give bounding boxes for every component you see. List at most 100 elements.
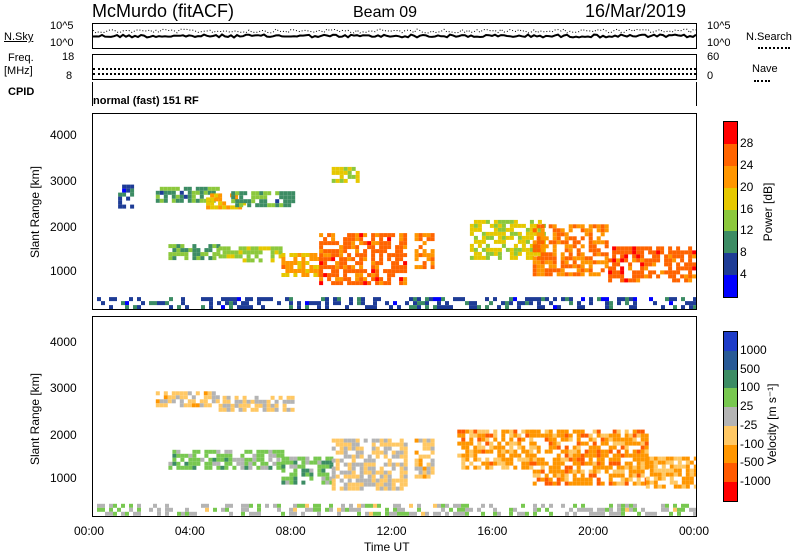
heatmap-cell	[612, 262, 617, 267]
heatmap-cell	[656, 254, 661, 259]
heatmap-cell	[688, 254, 693, 259]
heatmap-cell	[168, 465, 173, 470]
heatmap-cell	[242, 399, 247, 404]
heatmap-cell	[403, 442, 408, 447]
heatmap-cell	[371, 249, 376, 254]
heatmap-cell	[220, 465, 225, 470]
heatmap-cell	[278, 246, 283, 251]
heatmap-cell	[497, 231, 502, 236]
heatmap-cell	[210, 193, 215, 198]
heatmap-cell	[540, 461, 545, 466]
heatmap-cell	[552, 244, 557, 249]
heatmap-cell	[572, 256, 577, 261]
heatmap-cell	[343, 486, 348, 491]
heatmap-cell	[653, 484, 658, 489]
heatmap-cell	[235, 203, 240, 208]
heatmap-cell	[596, 252, 601, 257]
heatmap-cell	[254, 254, 259, 259]
heatmap-cell	[325, 476, 330, 481]
heatmap-cell	[363, 482, 368, 487]
heatmap-cell	[347, 277, 352, 282]
heatmap-cell	[383, 281, 388, 286]
heatmap-cell	[212, 461, 217, 466]
heatmap-cell	[525, 231, 530, 236]
heatmap-cell	[399, 233, 404, 238]
heatmap-cell	[172, 453, 177, 458]
heatmap-cell	[580, 477, 585, 482]
heatmap-cell	[430, 450, 435, 455]
heatmap-cell	[497, 511, 501, 516]
heatmap-cell	[264, 465, 269, 470]
heatmap-cell	[181, 511, 185, 516]
heatmap-cell	[529, 297, 533, 302]
heatmap-cell	[624, 453, 629, 458]
heatmap-cell	[576, 256, 581, 261]
heatmap-cell	[387, 478, 392, 483]
heatmap-cell	[242, 407, 247, 412]
heatmap-cell	[652, 262, 657, 267]
heatmap-cell	[620, 274, 625, 279]
heatmap-cell	[544, 433, 549, 438]
x-tick-label: 20:00	[578, 524, 609, 538]
heatmap-cell	[681, 464, 686, 469]
heatmap-cell	[572, 461, 577, 466]
heatmap-cell	[335, 273, 340, 278]
heatmap-cell	[517, 223, 522, 228]
heatmap-cell	[620, 465, 625, 470]
heatmap-cell	[137, 305, 141, 309]
heatmap-cell	[564, 469, 569, 474]
heatmap-cell	[343, 170, 348, 175]
heatmap-cell	[556, 232, 561, 237]
heatmap-cell	[548, 272, 553, 277]
heatmap-cell	[485, 247, 490, 252]
heatmap-cell	[612, 457, 617, 462]
heatmap-cell	[677, 484, 682, 489]
heatmap-cell	[282, 403, 287, 408]
heatmap-cell	[600, 228, 605, 233]
heatmap-cell	[624, 481, 629, 486]
heatmap-cell	[633, 301, 637, 306]
heatmap-cell	[509, 219, 514, 224]
heatmap-cell	[552, 224, 557, 229]
heatmap-cell	[648, 246, 653, 251]
heatmap-cell	[517, 235, 522, 240]
heatmap-cell	[289, 456, 294, 461]
heatmap-cell	[549, 301, 553, 306]
heatmap-cell	[235, 191, 240, 196]
heatmap-cell	[580, 256, 585, 261]
heatmap-cell	[263, 203, 268, 208]
colorbar-tick-label: 100	[740, 380, 761, 395]
heatmap-cell	[437, 297, 441, 302]
heatmap-cell	[359, 265, 364, 270]
heatmap-cell	[285, 476, 290, 481]
heatmap-cell	[293, 269, 298, 273]
heatmap-cell	[389, 511, 393, 516]
heatmap-cell	[241, 301, 245, 306]
heatmap-cell	[214, 193, 219, 198]
heatmap-cell	[549, 511, 553, 516]
velocity-ylabel: Slant Range [km]	[28, 372, 42, 466]
heatmap-cell	[588, 228, 593, 233]
colorbar-tick-label: 1000	[740, 342, 767, 357]
heatmap-cell	[489, 461, 494, 466]
heatmap-cell	[391, 466, 396, 471]
heatmap-cell	[258, 403, 263, 408]
heatmap-cell	[183, 395, 188, 400]
heatmap-cell	[525, 227, 530, 232]
heatmap-cell	[276, 465, 281, 470]
heatmap-cell	[261, 305, 265, 309]
heatmap-cell	[668, 258, 673, 263]
heatmap-cell	[375, 450, 380, 455]
heatmap-cell	[497, 223, 502, 228]
heatmap-cell	[572, 457, 577, 462]
heatmap-cell	[309, 472, 314, 477]
heatmap-cell	[529, 433, 534, 438]
heatmap-cell	[391, 486, 396, 491]
heatmap-cell	[616, 437, 621, 442]
heatmap-cell	[477, 445, 482, 450]
heatmap-cell	[242, 201, 247, 206]
velocity-ytick-2000: 2000	[50, 428, 77, 442]
heatmap-cell	[477, 305, 481, 309]
heatmap-cell	[592, 437, 597, 442]
heatmap-cell	[293, 480, 298, 485]
